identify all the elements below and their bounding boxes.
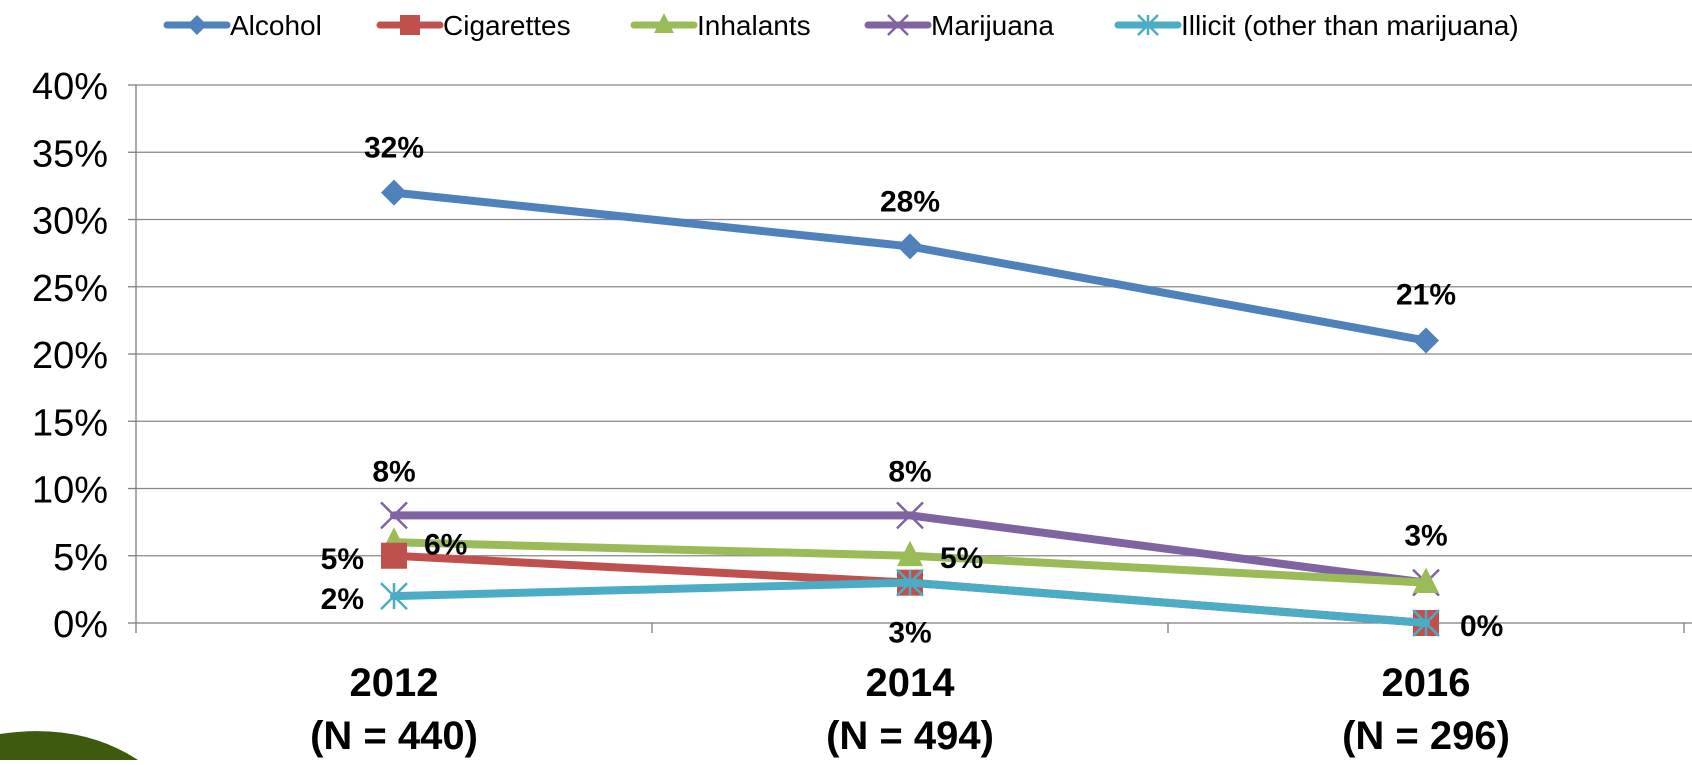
legend-marker [654,13,674,33]
x-tick-label: 2012 [350,661,439,705]
data-point-marijuana [896,501,924,530]
data-point-illicit-other-than-marijuana [1412,609,1440,637]
x-tick-label: 2016 [1382,661,1471,705]
y-tick-label: 25% [32,268,108,310]
data-label: 3% [1404,520,1447,553]
legend-label: Cigarettes [443,10,571,41]
data-point-inhalants [897,540,923,567]
data-point-inhalants [1413,567,1439,594]
series-alcohol [381,179,1439,354]
corner-swoosh-decoration [0,731,138,760]
data-label: 2% [321,583,364,616]
y-tick-label: 10% [32,470,108,512]
legend-item [630,13,698,33]
data-label: 3% [888,617,931,650]
x-tick-sublabel: (N = 296) [1342,714,1510,758]
x-tick-label: 2014 [866,661,956,705]
y-tick-label: 15% [32,402,108,444]
legend-item [864,14,932,36]
legend-marker [400,15,420,35]
y-tick-label: 20% [32,335,108,377]
x-tick-sublabel: (N = 440) [310,714,478,758]
legend-label: Alcohol [230,10,322,41]
data-point-alcohol [381,179,407,206]
data-point-marijuana [380,501,408,530]
data-label: 8% [372,455,415,488]
y-tick-label: 0% [53,604,108,646]
data-point-cigarettes [381,542,407,569]
y-tick-label: 35% [32,133,108,175]
y-tick-label: 30% [32,201,108,243]
legend-label: Illicit (other than marijuana) [1181,10,1519,41]
legend-item [376,15,444,35]
data-point-illicit-other-than-marijuana [380,582,408,610]
data-point-illicit-other-than-marijuana [896,568,924,597]
data-label: 0% [1460,610,1503,643]
y-tick-label: 5% [53,537,108,579]
legend-label: Inhalants [697,10,811,41]
y-tick-label: 40% [32,66,108,108]
data-label: 32% [364,132,424,165]
legend-label: Marijuana [931,10,1054,41]
series-inhalants [381,527,1439,594]
data-point-alcohol [1413,327,1439,354]
data-point-alcohol [897,233,923,260]
data-label: 5% [940,542,983,575]
legend-item [163,15,231,35]
legend-item [1114,14,1182,36]
data-label: 6% [424,528,467,561]
legend-marker [887,14,909,36]
legend-marker [1137,14,1159,36]
series-illicit-other-than-marijuana [380,568,1440,637]
data-label: 21% [1396,279,1456,312]
data-label: 5% [321,543,364,576]
x-tick-sublabel: (N = 494) [826,714,994,758]
legend-marker [187,15,207,35]
data-label: 28% [880,185,940,218]
data-label: 8% [888,455,931,488]
